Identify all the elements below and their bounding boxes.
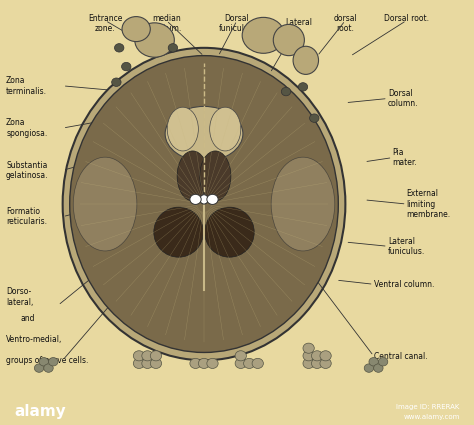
Circle shape [168,44,178,52]
Circle shape [235,351,246,361]
Circle shape [303,358,314,368]
Circle shape [281,88,291,96]
Circle shape [364,364,374,372]
Circle shape [320,358,331,368]
Text: Dorsal root.: Dorsal root. [384,14,429,23]
Text: Lateral
funiculus.: Lateral funiculus. [388,237,425,256]
Circle shape [198,358,210,368]
Ellipse shape [135,23,174,57]
Text: External
limiting
membrane.: External limiting membrane. [407,189,451,219]
Text: Entrance
zone.: Entrance zone. [88,14,122,34]
Circle shape [252,358,264,368]
Circle shape [311,351,323,361]
Circle shape [39,357,48,366]
Text: Ventral column.: Ventral column. [374,280,434,289]
Circle shape [142,351,153,361]
Circle shape [112,78,121,86]
Circle shape [207,358,218,368]
Circle shape [115,44,124,52]
Text: Dorso-
lateral,: Dorso- lateral, [6,287,34,307]
Circle shape [133,351,145,361]
Circle shape [369,357,378,366]
Circle shape [298,83,308,91]
Text: www.alamy.com: www.alamy.com [403,414,460,420]
Ellipse shape [177,151,208,201]
Text: and: and [20,314,35,323]
Circle shape [310,114,319,122]
Ellipse shape [200,151,231,201]
Circle shape [150,351,162,361]
Text: Central canal.: Central canal. [374,351,427,360]
Circle shape [35,364,44,372]
Ellipse shape [122,17,150,42]
Ellipse shape [210,107,241,151]
Circle shape [190,194,201,204]
Ellipse shape [242,17,284,53]
Circle shape [48,357,58,366]
Circle shape [320,351,331,361]
Text: alamy: alamy [14,404,66,419]
Circle shape [142,358,153,368]
Circle shape [235,358,246,368]
Circle shape [303,351,314,361]
Text: dorsal
root.: dorsal root. [334,14,357,34]
Text: Lateral: Lateral [285,18,312,27]
Circle shape [150,358,162,368]
Ellipse shape [63,48,346,360]
Ellipse shape [154,207,203,257]
Ellipse shape [165,106,243,161]
Text: groups of nerve cells.: groups of nerve cells. [6,356,89,365]
Circle shape [244,358,255,368]
Ellipse shape [293,46,319,74]
Text: Zona
spongiosa.: Zona spongiosa. [6,118,47,138]
Circle shape [190,358,201,368]
Circle shape [311,358,323,368]
Circle shape [378,357,388,366]
Ellipse shape [271,157,335,251]
Ellipse shape [70,56,338,352]
Circle shape [374,364,383,372]
Ellipse shape [205,207,254,257]
Circle shape [207,194,218,204]
Text: Pia
mater.: Pia mater. [392,148,417,167]
Text: Substantia
gelatinosa.: Substantia gelatinosa. [6,161,49,180]
Text: Dorsal
funiculus.: Dorsal funiculus. [219,14,255,34]
Circle shape [133,358,145,368]
Text: Zona
terminalis.: Zona terminalis. [6,76,47,96]
Text: Ventro-medial,: Ventro-medial, [6,334,63,344]
Text: median
septum.: median septum. [151,14,182,34]
Text: Dorsal
column.: Dorsal column. [388,89,418,108]
Circle shape [121,62,131,71]
Text: Image ID: RRERAK: Image ID: RRERAK [396,404,460,410]
Ellipse shape [273,24,304,56]
Text: Formatio
reticularis.: Formatio reticularis. [6,207,47,227]
Circle shape [44,364,53,372]
Circle shape [303,343,314,353]
Ellipse shape [200,195,208,204]
Ellipse shape [167,107,198,151]
Ellipse shape [73,157,137,251]
